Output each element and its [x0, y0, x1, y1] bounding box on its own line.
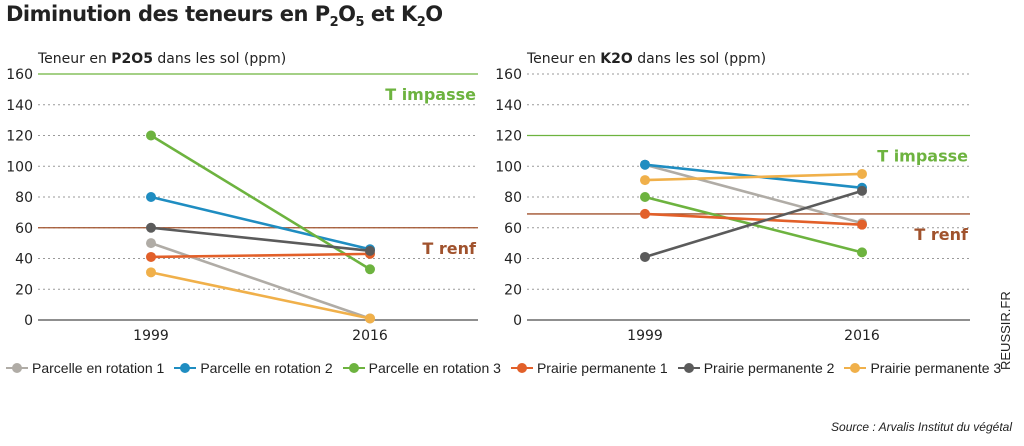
- y-tick-label: 20: [15, 282, 33, 298]
- panel-axis-label: Teneur en P2O5 dans les sol (ppm): [37, 51, 286, 67]
- series-line: [150, 134, 371, 271]
- y-tick-label: 140: [495, 98, 522, 114]
- series-line: [644, 189, 863, 259]
- data-point: [640, 175, 650, 186]
- legend-swatch: [6, 363, 28, 373]
- legend-swatch: [677, 363, 700, 373]
- threshold-label: T renf: [914, 225, 969, 244]
- legend-swatch: [510, 363, 533, 373]
- y-tick-label: 40: [15, 252, 33, 268]
- y-tick-label: 100: [495, 159, 522, 175]
- data-point: [146, 267, 156, 278]
- data-point: [146, 222, 156, 233]
- data-point: [146, 251, 156, 262]
- threshold-label: T impasse: [385, 85, 476, 104]
- data-point: [857, 168, 867, 179]
- series-line: [150, 271, 371, 320]
- y-tick-label: 140: [6, 98, 33, 114]
- y-tick-label: 80: [504, 190, 522, 206]
- y-tick-label: 0: [513, 313, 522, 329]
- legend-label: Parcelle en rotation 3: [368, 360, 501, 376]
- y-tick-label: 40: [504, 252, 522, 268]
- series-line: [150, 226, 371, 253]
- data-point: [857, 219, 867, 230]
- x-tick-label: 1999: [133, 328, 169, 344]
- y-tick-label: 60: [15, 221, 33, 237]
- series-line: [644, 172, 863, 182]
- panel-axis-label: Teneur en K2O dans les sol (ppm): [526, 51, 766, 67]
- data-point: [640, 251, 650, 262]
- credit: REUSSIR.FR: [998, 291, 1013, 370]
- data-point: [146, 192, 156, 202]
- y-tick-label: 160: [495, 67, 522, 83]
- data-point: [640, 159, 650, 170]
- data-point: [365, 264, 375, 275]
- y-tick-label: 120: [6, 129, 33, 145]
- series-line: [150, 252, 371, 259]
- legend-label: Parcelle en rotation 1: [32, 360, 165, 376]
- source-note: Source : Arvalis Institut du végétal: [831, 420, 1012, 434]
- legend-item: Prairie permanente 1: [510, 360, 668, 376]
- data-point: [640, 192, 650, 202]
- y-tick-label: 80: [15, 190, 33, 206]
- chart-title: Diminution des teneurs en P2O5 et K2O: [6, 2, 443, 31]
- legend-item: Prairie permanente 3: [844, 360, 1001, 376]
- series-line: [150, 195, 371, 251]
- legend-label: Prairie permanente 1: [536, 360, 668, 376]
- y-tick-label: 160: [6, 67, 33, 83]
- y-tick-label: 120: [495, 129, 522, 145]
- y-tick-label: 100: [6, 159, 33, 175]
- series-line: [644, 163, 863, 225]
- legend-swatch: [174, 363, 197, 373]
- x-tick-label: 1999: [627, 328, 663, 344]
- legend-item: Parcelle en rotation 3: [342, 360, 501, 376]
- legend-swatch: [844, 363, 867, 373]
- data-point: [146, 130, 156, 141]
- legend-swatch: [342, 363, 365, 373]
- y-tick-label: 0: [24, 313, 33, 329]
- legend-item: Parcelle en rotation 1: [6, 360, 164, 376]
- threshold-label: T impasse: [877, 147, 968, 166]
- legend-item: Parcelle en rotation 2: [174, 360, 333, 376]
- legend: Parcelle en rotation 1 Parcelle en rotat…: [6, 360, 1001, 376]
- data-point: [857, 185, 867, 196]
- data-point: [857, 247, 867, 258]
- legend-label: Prairie permanente 2: [703, 360, 835, 376]
- legend-label: Parcelle en rotation 2: [200, 360, 333, 376]
- x-tick-label: 2016: [844, 328, 880, 344]
- y-tick-label: 60: [504, 221, 522, 237]
- threshold-label: T renf: [422, 239, 477, 258]
- legend-item: Prairie permanente 2: [677, 360, 835, 376]
- data-point: [640, 208, 650, 219]
- data-point: [365, 313, 375, 324]
- series-line: [644, 212, 863, 226]
- data-point: [365, 245, 375, 256]
- data-point: [146, 238, 156, 249]
- legend-label: Prairie permanente 3: [870, 360, 1002, 376]
- x-tick-label: 2016: [352, 328, 388, 344]
- y-tick-label: 20: [504, 282, 522, 298]
